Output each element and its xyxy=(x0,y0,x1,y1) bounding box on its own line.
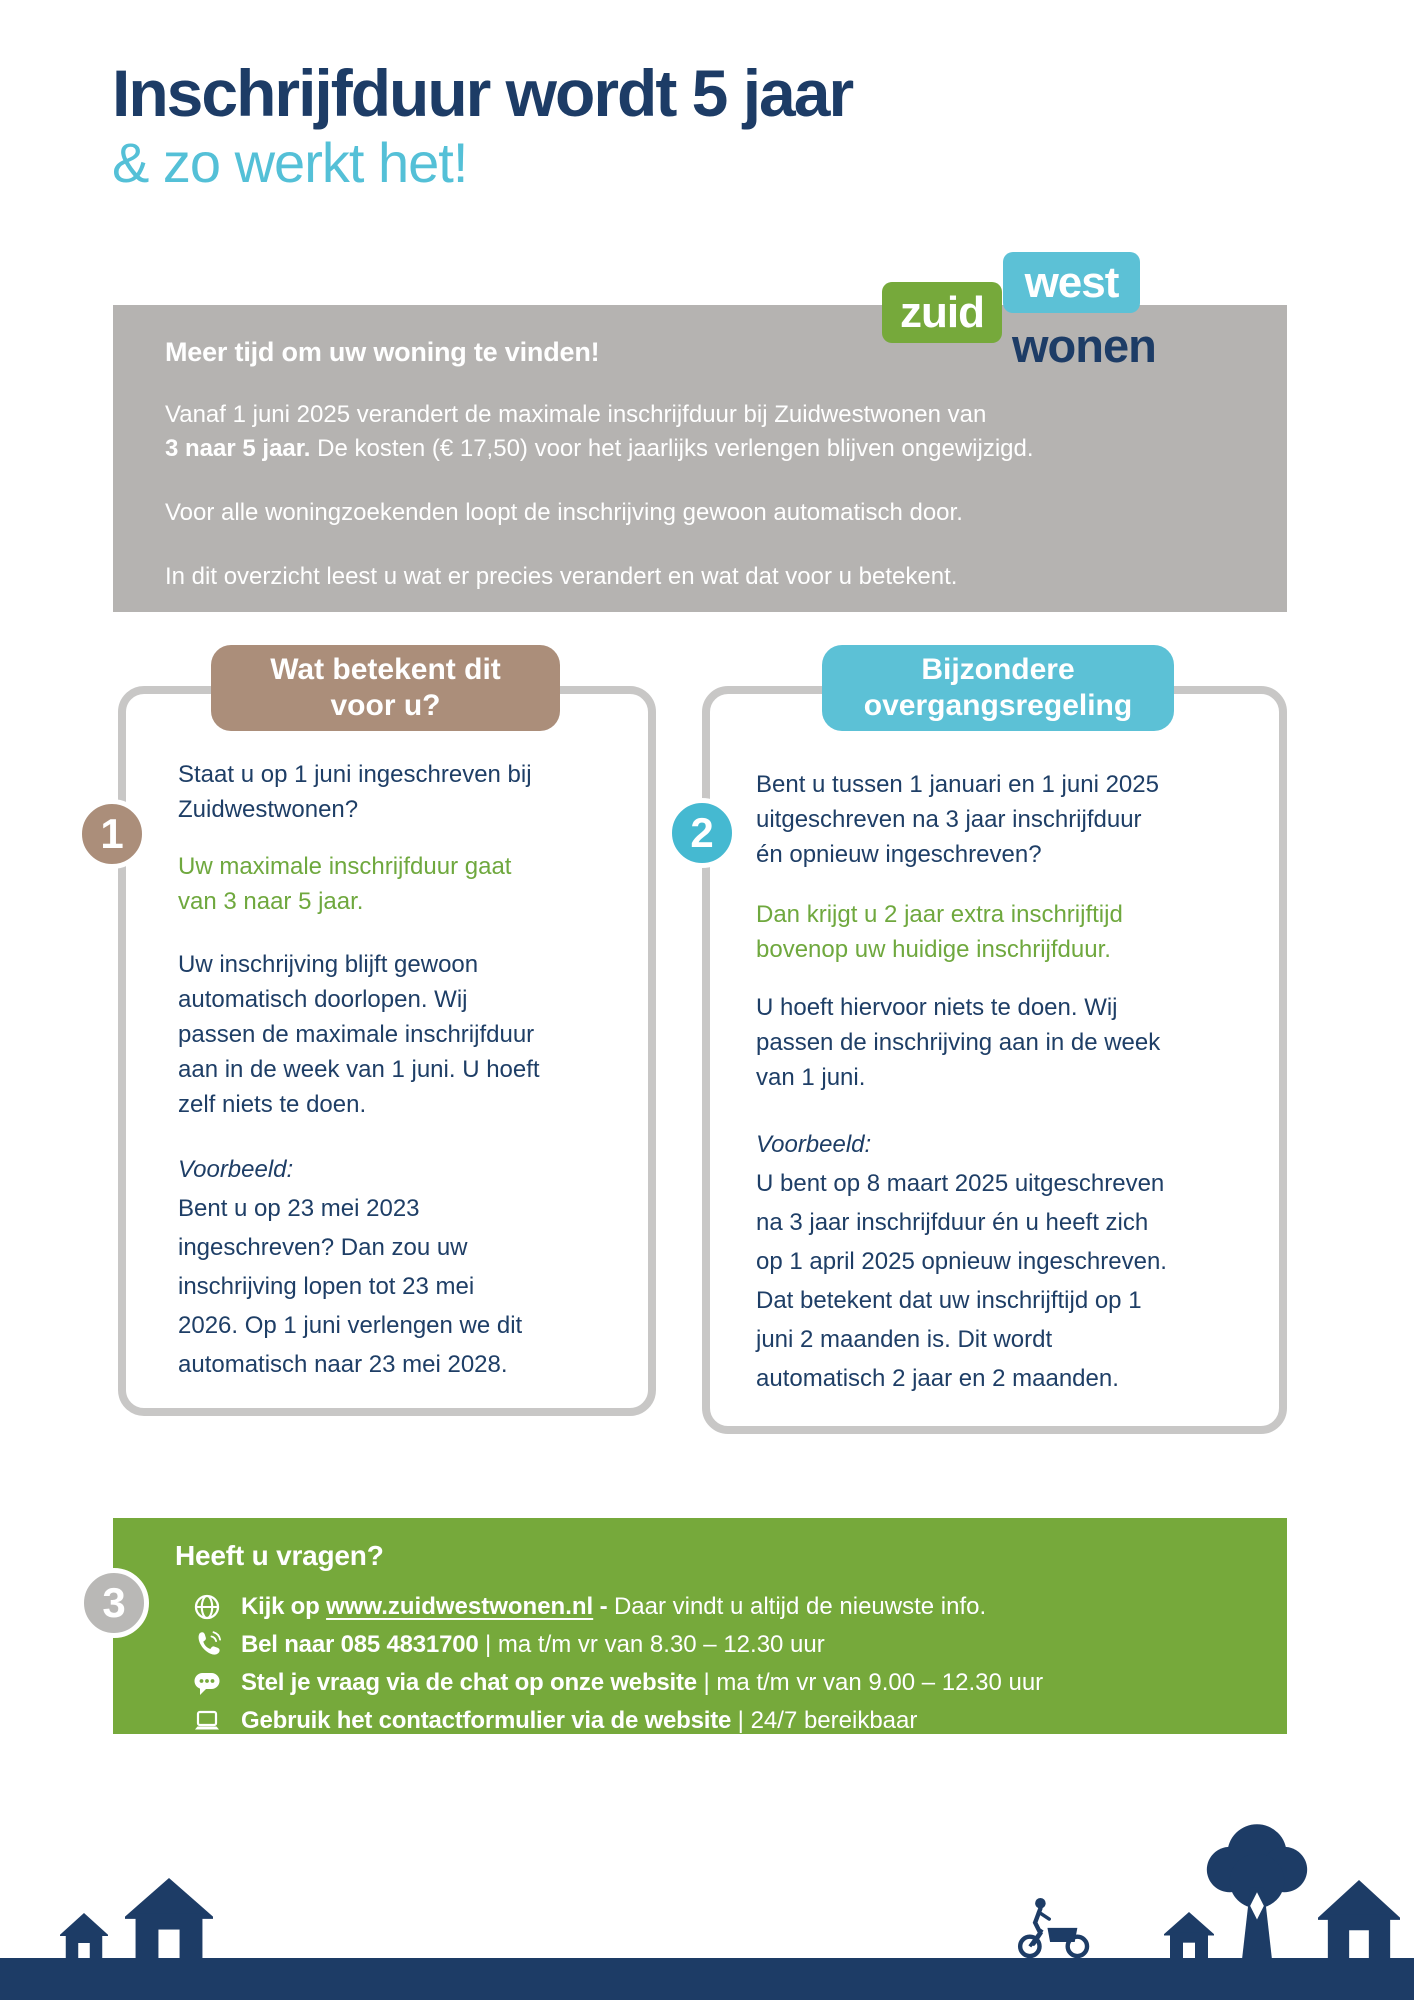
cargo-bike-icon xyxy=(1017,1897,1090,1958)
small-house-icon xyxy=(60,1913,108,1958)
phone-icon xyxy=(191,1630,223,1660)
card2-content: Bent u tussen 1 januari en 1 juni 2025 u… xyxy=(710,694,1279,1426)
logo-west-block: west xyxy=(1003,252,1140,313)
logo-zuid-text: zuid xyxy=(900,287,985,337)
contact-item-chat: Stel je vraag via de chat op onze websit… xyxy=(191,1664,1257,1702)
globe-icon xyxy=(191,1592,223,1622)
footer-band xyxy=(0,1958,1414,2000)
contact-item-phone: Bel naar 085 4831700 | ma t/m vr van 8.3… xyxy=(191,1626,1257,1664)
logo-west-text: west xyxy=(1024,257,1120,307)
card2-example-label: Voorbeeld: xyxy=(756,1131,872,1158)
intro-p1-part-b: De kosten (€ 17,50) voor het jaarlijks v… xyxy=(310,435,1034,462)
step-2-badge: 2 xyxy=(667,798,737,868)
contact-phone-text: | ma t/m vr van 8.30 – 12.30 uur xyxy=(485,1631,825,1658)
card2-header-pill: Bijzondere overgangsregeling xyxy=(822,645,1174,731)
intro-box: Meer tijd om uw woning te vinden! Vanaf … xyxy=(113,305,1287,612)
logo-wonen-text: wonen xyxy=(1012,319,1157,372)
page-subtitle: & zo werkt het! xyxy=(112,131,468,194)
card2-example: Voorbeeld: U bent op 8 maart 2025 uitges… xyxy=(756,1125,1255,1398)
contact-item-form: Gebruik het contactformulier via de webs… xyxy=(191,1702,1257,1740)
website-link[interactable]: www.zuidwestwonen.nl xyxy=(326,1593,594,1620)
card1-example: Voorbeeld: Bent u op 23 mei 2023 ingesch… xyxy=(178,1150,620,1384)
contact-heading: Heeft u vragen? xyxy=(175,1540,384,1571)
card-transition-rule: Bent u tussen 1 januari en 1 juni 2025 u… xyxy=(702,686,1287,1434)
card2-example-text: U bent op 8 maart 2025 uitgeschreven na … xyxy=(756,1170,1167,1392)
contact-chat-text: | ma t/m vr van 9.00 – 12.30 uur xyxy=(703,1669,1044,1696)
large-house-icon xyxy=(1318,1880,1400,1958)
intro-p1-bold: 3 naar 5 jaar. xyxy=(165,435,311,462)
card1-header-pill: Wat betekent dit voor u? xyxy=(211,645,560,731)
page-title: Inschrijfduur wordt 5 jaar xyxy=(112,56,854,130)
step-3-badge: 3 xyxy=(79,1568,149,1638)
contact-box: Heeft u vragen? Kijk op www.zuidwestwone… xyxy=(113,1518,1287,1734)
card-what-it-means: Staat u op 1 juni ingeschreven bij Zuidw… xyxy=(118,686,656,1416)
card1-content: Staat u op 1 juni ingeschreven bij Zuidw… xyxy=(126,694,648,1408)
small-house-icon xyxy=(1164,1912,1214,1958)
card1-example-text: Bent u op 23 mei 2023 ingeschreven? Dan … xyxy=(178,1195,523,1378)
contact-website-sep: - xyxy=(593,1593,614,1620)
contact-phone-bold: Bel naar 085 4831700 xyxy=(241,1631,485,1658)
contact-website-bold: Kijk op xyxy=(241,1593,327,1620)
contact-form-text: | 24/7 bereikbaar xyxy=(737,1707,918,1734)
intro-paragraph-3: In dit overzicht leest u wat er precies … xyxy=(165,563,958,590)
card2-body: U hoeft hiervoor niets te doen. Wij pass… xyxy=(756,994,1161,1091)
contact-item-website: Kijk op www.zuidwestwonen.nl - Daar vind… xyxy=(191,1588,1257,1626)
intro-heading: Meer tijd om uw woning te vinden! xyxy=(165,337,600,367)
contact-chat-bold: Stel je vraag via de chat op onze websit… xyxy=(241,1669,704,1696)
card2-highlight: Dan krijgt u 2 jaar extra inschrijftijd … xyxy=(756,901,1123,963)
card2-question: Bent u tussen 1 januari en 1 juni 2025 u… xyxy=(756,771,1159,868)
tree-icon xyxy=(1206,1824,1308,1958)
step-1-badge: 1 xyxy=(77,799,147,869)
card1-example-label: Voorbeeld: xyxy=(178,1156,294,1183)
laptop-icon xyxy=(191,1706,223,1736)
intro-paragraph-2: Voor alle woningzoekenden loopt de insch… xyxy=(165,499,963,526)
chat-icon xyxy=(191,1668,223,1698)
card1-question: Staat u op 1 juni ingeschreven bij Zuidw… xyxy=(178,761,532,823)
card1-body: Uw inschrijving blijft gewoon automatisc… xyxy=(178,951,540,1118)
contact-list: Kijk op www.zuidwestwonen.nl - Daar vind… xyxy=(191,1588,1257,1740)
intro-p1-part-a: Vanaf 1 juni 2025 verandert de maximale … xyxy=(165,401,987,428)
logo-zuid-block: zuid xyxy=(882,282,1002,343)
large-house-icon xyxy=(125,1878,213,1958)
contact-website-text: Daar vindt u altijd de nieuwste info. xyxy=(613,1593,987,1620)
card1-highlight: Uw maximale inschrijfduur gaat van 3 naa… xyxy=(178,853,512,915)
intro-paragraph-1: Vanaf 1 juni 2025 verandert de maximale … xyxy=(165,398,1227,466)
contact-form-bold: Gebruik het contactformulier via de webs… xyxy=(241,1707,738,1734)
